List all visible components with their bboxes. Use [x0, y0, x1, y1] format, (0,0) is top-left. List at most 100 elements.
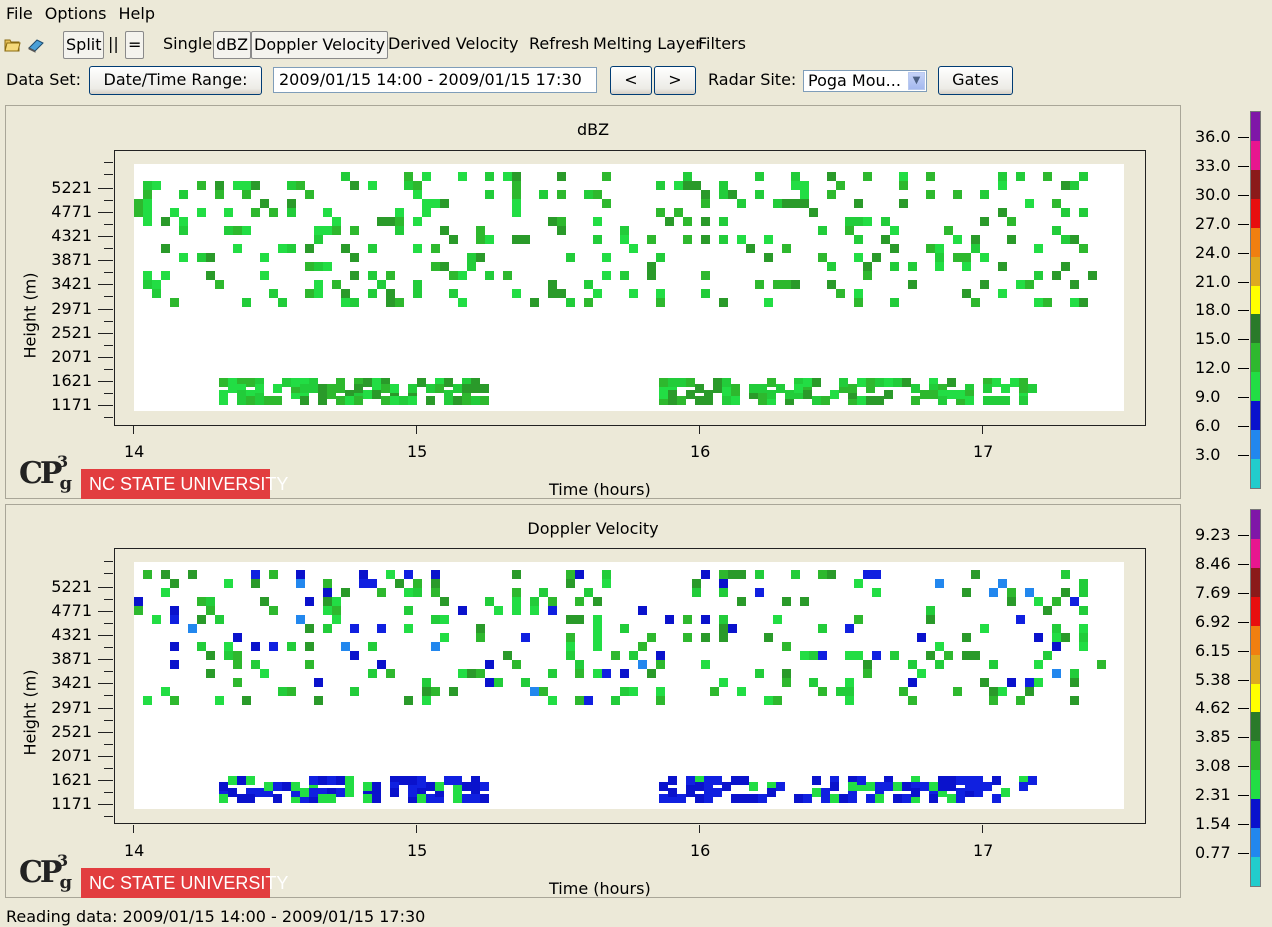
echo-cell: [749, 782, 758, 791]
colorbar-tick: [1238, 708, 1249, 710]
echo-cell: [269, 208, 278, 217]
echo-cell: [773, 199, 782, 208]
echo-cell: [767, 396, 776, 405]
open-folder-icon[interactable]: [4, 36, 21, 53]
logo-sup-text: 3: [57, 851, 68, 870]
echo-cell: [296, 570, 305, 579]
echo-cell: [656, 298, 665, 307]
colorbar-label: 6.15: [1195, 640, 1231, 660]
echo-cell: [695, 794, 704, 803]
echo-cell: [809, 678, 818, 687]
echo-cell: [1052, 624, 1061, 633]
echo-cell: [1070, 235, 1079, 244]
echo-cell: [584, 696, 593, 705]
echo-cell: [377, 217, 386, 226]
plot-area[interactable]: [134, 164, 1124, 411]
echo-cell: [372, 390, 381, 399]
echo-cell: [659, 378, 668, 387]
echo-cell: [404, 588, 413, 597]
derived-velocity-button[interactable]: Derived Velocity: [388, 34, 519, 53]
echo-cell: [890, 226, 899, 235]
menu-options[interactable]: Options: [44, 4, 107, 23]
logo-cp-text: CP: [19, 855, 62, 890]
echo-cell: [1025, 588, 1034, 597]
stacked-button[interactable]: =: [125, 31, 145, 59]
colorbar-label: 30.0: [1195, 184, 1231, 204]
echo-cell: [309, 378, 318, 387]
echo-cell: [983, 378, 992, 387]
echo-cell: [368, 271, 377, 280]
echo-cell: [422, 208, 431, 217]
echo-cell: [965, 390, 974, 399]
echo-cell: [242, 190, 251, 199]
y-minor-tick: [104, 815, 113, 817]
datetime-range-field[interactable]: 2009/01/15 14:00 - 2009/01/15 17:30: [273, 67, 597, 93]
doppler-velocity-button[interactable]: Doppler Velocity: [251, 31, 389, 59]
echo-cell: [363, 782, 372, 791]
echo-cell: [291, 788, 300, 797]
colorbar-segment: [1251, 510, 1260, 539]
y-tick-label: 2521: [51, 721, 92, 741]
echo-cell: [368, 642, 377, 651]
echo-cell: [893, 378, 902, 387]
echo-cell: [773, 696, 782, 705]
echo-cell: [953, 253, 962, 262]
echo-cell: [575, 660, 584, 669]
split-button[interactable]: Split: [63, 31, 105, 59]
echo-cell: [1061, 235, 1070, 244]
echo-cell: [575, 597, 584, 606]
echo-cell: [179, 190, 188, 199]
echo-cell: [444, 776, 453, 785]
echo-cell: [512, 660, 521, 669]
echo-cell: [854, 579, 863, 588]
colorbar-segment: [1251, 538, 1260, 568]
echo-cell: [830, 794, 839, 803]
plot-area[interactable]: [134, 562, 1124, 809]
echo-cell: [1025, 199, 1034, 208]
datetime-range-button[interactable]: Date/Time Range:: [89, 66, 262, 95]
echo-cell: [462, 794, 471, 803]
echo-cell: [336, 378, 345, 387]
echo-cell: [350, 271, 359, 280]
menu-help[interactable]: Help: [118, 4, 155, 23]
echo-cell: [480, 384, 489, 393]
echo-cell: [417, 794, 426, 803]
echo-cell: [458, 172, 467, 181]
echo-cell: [431, 615, 440, 624]
echo-cell: [848, 794, 857, 803]
echo-cell: [471, 788, 480, 797]
echo-cell: [305, 642, 314, 651]
echo-cell: [350, 624, 359, 633]
echo-cell: [300, 390, 309, 399]
radar-site-select[interactable]: Poga Mou... ▼: [803, 70, 927, 92]
chevron-down-icon[interactable]: ▼: [908, 72, 925, 90]
echo-cell: [566, 651, 575, 660]
echo-cell: [713, 384, 722, 393]
echo-cell: [1028, 384, 1037, 393]
echo-cell: [701, 271, 710, 280]
dbz-button[interactable]: dBZ: [213, 31, 252, 59]
echo-cell: [755, 172, 764, 181]
gates-button[interactable]: Gates: [938, 66, 1013, 95]
melting-layer-button[interactable]: Melting Layer: [593, 34, 702, 53]
echo-cell: [1043, 606, 1052, 615]
echo-cell: [1070, 597, 1079, 606]
single-button[interactable]: Single: [163, 34, 213, 53]
next-button[interactable]: >: [654, 66, 696, 95]
echo-cell: [938, 390, 947, 399]
menu-file[interactable]: File: [6, 4, 33, 23]
side-by-side-button[interactable]: ||: [108, 34, 119, 53]
book-icon[interactable]: [27, 36, 44, 53]
refresh-button[interactable]: Refresh: [529, 34, 590, 53]
filters-button[interactable]: Filters: [698, 34, 746, 53]
echo-cell: [866, 782, 875, 791]
echo-cell: [629, 687, 638, 696]
echo-cell: [255, 378, 264, 387]
echo-cell: [944, 226, 953, 235]
prev-button[interactable]: <: [610, 66, 652, 95]
y-minor-tick: [104, 296, 113, 298]
echo-cell: [1079, 172, 1088, 181]
echo-cell: [719, 298, 728, 307]
colorbar-label: 3.85: [1195, 727, 1231, 747]
echo-cell: [224, 208, 233, 217]
